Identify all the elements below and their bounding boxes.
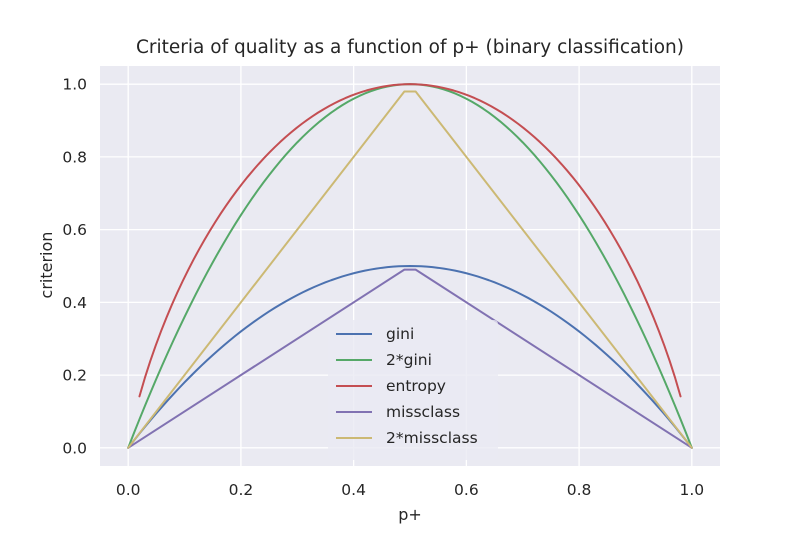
y-axis-label: criterion	[37, 232, 56, 299]
legend-label: 2*missclass	[386, 429, 478, 447]
x-tick-label: 0.6	[454, 481, 479, 499]
legend-label: entropy	[386, 377, 446, 395]
series-line-entropy	[138, 83, 682, 398]
y-tick-label: 1.0	[62, 76, 87, 94]
x-tick-label: 1.0	[679, 481, 704, 499]
grid-lines	[100, 66, 720, 466]
legend: gini 2*gini entropy missclass 2*missclass	[328, 320, 498, 460]
chart-title: Criteria of quality as a function of p+ …	[136, 37, 684, 58]
x-tick-label: 0.2	[229, 481, 254, 499]
y-tick-label: 0.6	[62, 221, 87, 239]
series-line-2xmissclass	[127, 90, 693, 449]
y-tick-label: 0.4	[62, 294, 87, 312]
y-tick-label: 0.8	[62, 148, 87, 166]
series-line-gini	[127, 265, 693, 449]
legend-box	[328, 320, 498, 460]
x-axis-label: p+	[398, 505, 422, 524]
y-tick-label: 0.0	[62, 439, 87, 457]
x-tick-label: 0.0	[116, 481, 141, 499]
legend-label: 2*gini	[386, 351, 432, 369]
x-tick-labels: 0.0 0.2 0.4 0.6 0.8 1.0	[116, 481, 704, 499]
legend-label: gini	[386, 325, 414, 343]
x-tick-label: 0.8	[567, 481, 592, 499]
y-tick-labels: 0.0 0.2 0.4 0.6 0.8 1.0	[62, 76, 87, 458]
series-line-missclass	[127, 268, 693, 449]
y-tick-label: 0.2	[62, 367, 87, 385]
legend-label: missclass	[386, 403, 460, 421]
x-tick-label: 0.4	[341, 481, 366, 499]
series-layer	[127, 83, 693, 449]
